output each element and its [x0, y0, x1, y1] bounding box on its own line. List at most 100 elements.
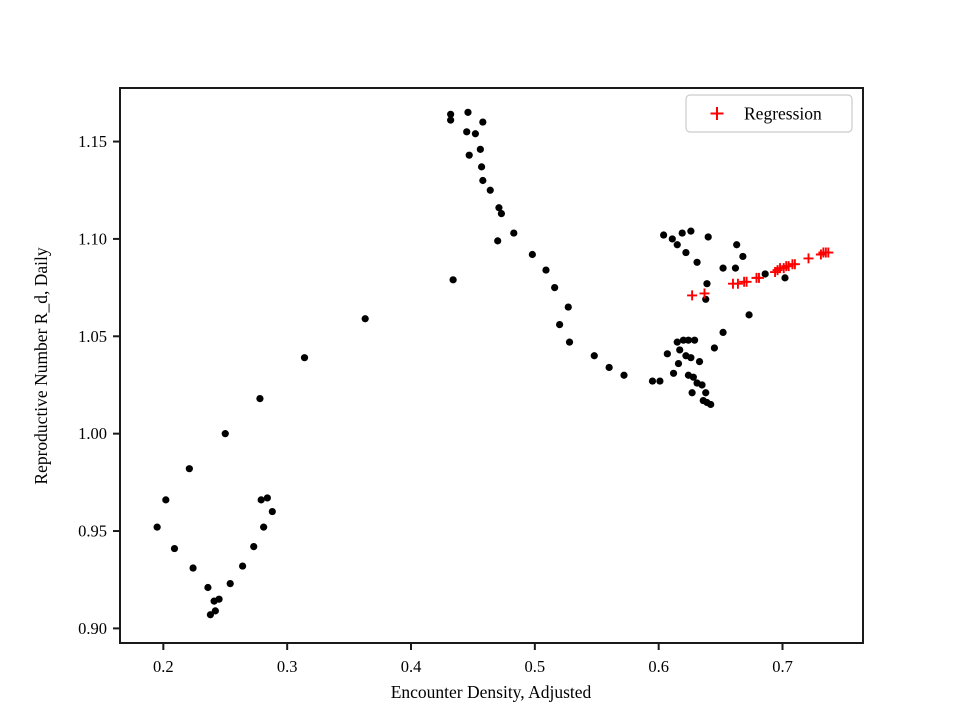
data-point: [464, 108, 472, 116]
data-point: [695, 358, 704, 366]
data-point: [263, 494, 271, 502]
data-point: [268, 507, 276, 516]
data-point: [656, 377, 664, 385]
data-point: [551, 284, 559, 292]
data-point: [660, 231, 668, 239]
data-point: [733, 241, 741, 249]
data-point: [687, 227, 695, 235]
regression-point: [732, 278, 743, 289]
data-point: [260, 523, 268, 531]
data-point: [189, 564, 197, 572]
data-point: [300, 354, 309, 362]
data-point: [702, 389, 710, 397]
x-tick-label: 0.3: [277, 657, 298, 676]
data-point: [211, 607, 219, 615]
y-tick-label: 0.90: [78, 619, 107, 638]
legend: Regression: [685, 94, 853, 133]
regression-point: [803, 253, 814, 264]
data-point: [663, 350, 671, 358]
data-point: [687, 354, 695, 362]
regression-point: [741, 276, 752, 287]
data-series-regression: [687, 247, 834, 301]
data-point: [477, 163, 486, 171]
data-point: [679, 336, 688, 344]
data-point: [781, 274, 789, 282]
y-axis-ticks: 0.90 0.95 1.00 1.05 1.10 1.15: [78, 132, 120, 638]
data-point: [486, 186, 494, 194]
data-point: [250, 543, 258, 551]
data-point: [170, 544, 179, 553]
regression-point: [815, 249, 826, 260]
data-point: [689, 373, 697, 381]
data-point: [688, 389, 696, 397]
data-point: [238, 562, 247, 570]
legend-box: [685, 94, 853, 133]
x-axis-ticks: 0.2 0.3 0.4 0.5 0.6 0.7: [153, 643, 793, 676]
data-point: [153, 523, 161, 531]
data-point: [447, 116, 455, 124]
data-point: [447, 110, 455, 118]
data-point: [678, 229, 686, 237]
regression-point: [699, 288, 710, 299]
data-point: [215, 595, 223, 603]
legend-entry-label: Regression: [744, 104, 822, 124]
data-point: [719, 264, 727, 272]
data-point: [745, 311, 753, 319]
data-point: [698, 381, 706, 389]
data-point: [674, 359, 683, 368]
data-point: [605, 363, 613, 372]
data-point: [673, 338, 681, 346]
data-point: [556, 321, 564, 329]
data-point: [497, 210, 506, 218]
data-point: [761, 270, 769, 278]
data-point: [690, 336, 699, 344]
y-tick-label: 1.15: [78, 132, 107, 151]
data-point: [162, 496, 170, 504]
data-point: [361, 315, 369, 323]
data-series-observations: [153, 108, 789, 619]
data-point: [682, 248, 690, 257]
data-point: [206, 611, 214, 619]
y-axis-label: Reproductive Number R_d, Daily: [31, 247, 51, 484]
data-point: [669, 369, 678, 377]
y-tick-label: 1.10: [78, 229, 107, 248]
y-tick-label: 1.00: [78, 424, 107, 443]
data-point: [495, 204, 503, 212]
data-point: [731, 264, 740, 272]
data-point: [542, 266, 550, 274]
data-point: [693, 258, 701, 266]
data-point: [710, 344, 719, 352]
x-tick-label: 0.7: [772, 657, 793, 676]
data-point: [476, 145, 484, 153]
data-point: [226, 580, 234, 588]
data-point: [564, 303, 572, 311]
regression-point: [687, 290, 698, 301]
data-point: [707, 400, 715, 409]
data-point: [185, 465, 193, 473]
x-tick-label: 0.4: [401, 657, 422, 676]
data-point: [479, 176, 487, 185]
legend-plus-icon: [710, 107, 724, 120]
regression-point: [753, 272, 764, 283]
x-tick-label: 0.2: [153, 657, 174, 676]
data-point: [479, 118, 487, 126]
data-point: [256, 395, 264, 403]
data-point: [673, 241, 681, 249]
regression-point: [772, 265, 783, 276]
data-point: [719, 328, 727, 336]
data-point: [465, 151, 473, 159]
data-point: [702, 295, 710, 303]
data-point: [463, 128, 471, 136]
data-point: [703, 280, 711, 288]
data-point: [471, 130, 480, 138]
data-point: [528, 250, 536, 259]
x-tick-label: 0.6: [648, 657, 669, 676]
data-point: [565, 338, 574, 346]
data-point: [648, 377, 657, 385]
data-point: [510, 229, 518, 237]
x-tick-label: 0.5: [525, 657, 546, 676]
data-point: [494, 237, 502, 245]
data-point: [739, 252, 747, 261]
